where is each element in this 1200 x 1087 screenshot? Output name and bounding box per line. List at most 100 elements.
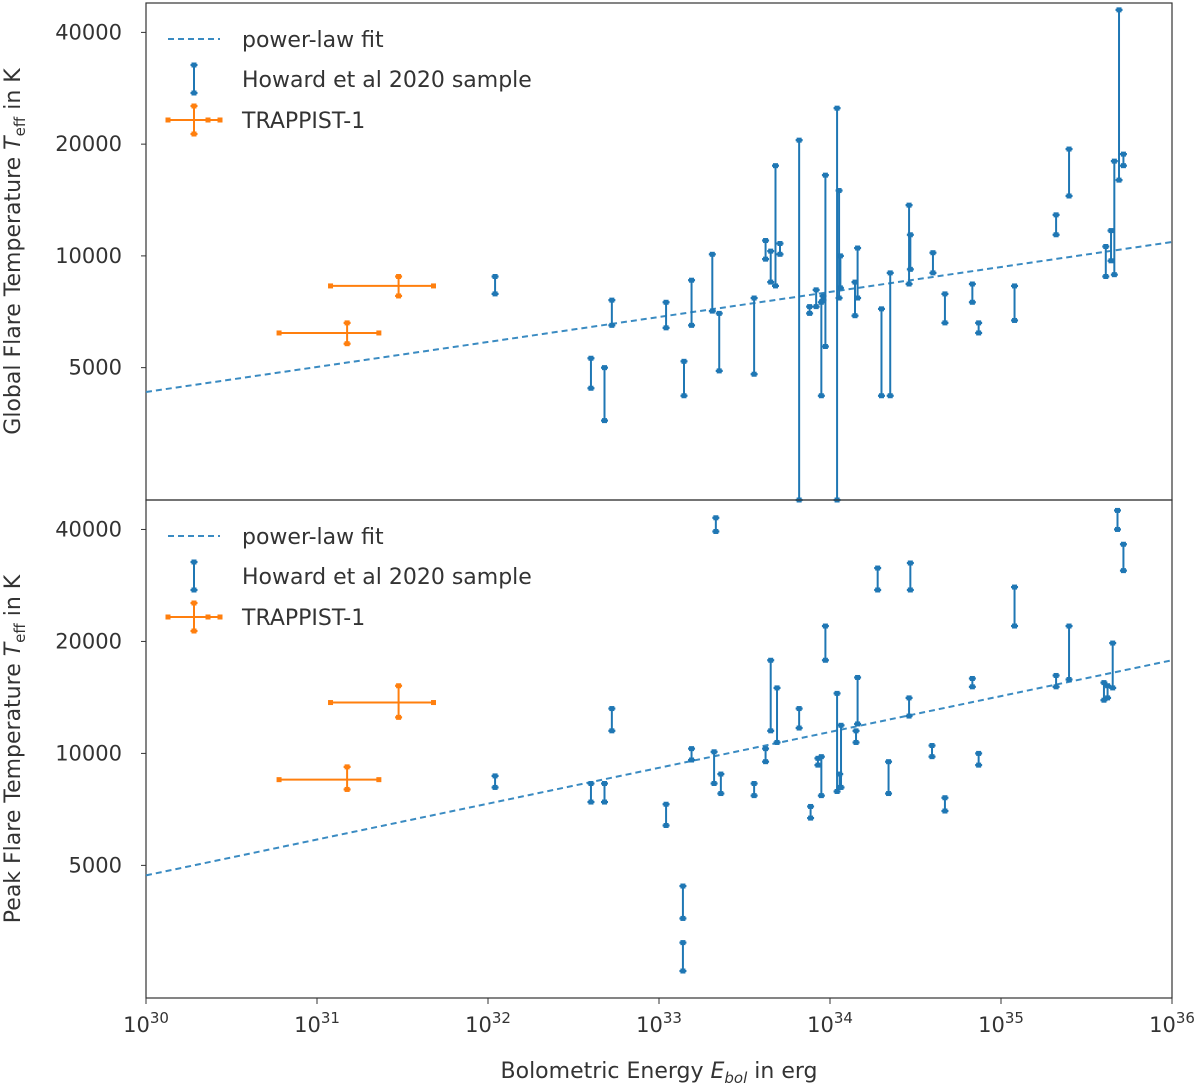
x-axis-label: Bolometric Energy Ebol in erg: [501, 1059, 818, 1087]
howard-errorbar: [906, 560, 914, 593]
trappist-point: [276, 320, 382, 347]
howard-errorbar: [1110, 158, 1118, 278]
legend-trappist-swatch: [165, 600, 223, 634]
howard-errorbar: [905, 202, 913, 287]
howard-errorbar: [854, 674, 862, 727]
power-law-fit-line: [145, 241, 1173, 393]
legend-label-trappist: TRAPPIST-1: [241, 606, 365, 631]
howard-errorbar: [833, 105, 841, 503]
howard-errorbar: [600, 781, 608, 805]
trappist-point: [276, 764, 382, 792]
legend-label-fit: power-law fit: [242, 525, 384, 550]
y-tick-label: 20000: [55, 629, 122, 653]
howard-errorbar: [767, 657, 775, 734]
howard-errorbar: [975, 320, 983, 336]
howard-errorbar: [835, 188, 843, 301]
peak-temperature-panel: 5000 10000 20000 40000 Peak Flare Temperatur…: [1, 499, 1173, 999]
howard-errorbar: [1109, 640, 1117, 691]
shared-x-axis: 1030 1031 1032 1033 1034 1035 1036 Bolometric E…: [123, 998, 1195, 1087]
legend-trappist-swatch: [165, 103, 223, 137]
howard-errorbar: [762, 238, 770, 262]
howard-errorbar: [807, 803, 815, 821]
howard-errorbar: [708, 251, 716, 314]
howard-errorbar: [941, 291, 949, 326]
y-tick-label: 10000: [55, 741, 122, 765]
howard-errorbar: [688, 746, 696, 763]
howard-errorbar: [968, 675, 976, 690]
howard-errorbar: [1065, 146, 1073, 199]
howard-errorbar: [795, 137, 803, 503]
x-tick-label: 1031: [294, 1009, 340, 1037]
x-tick-label: 1035: [978, 1009, 1024, 1037]
howard-errorbar: [885, 759, 893, 797]
legend: power-law fit Howard et al 2020 sample TRA…: [165, 28, 532, 137]
y-tick-label: 10000: [55, 244, 122, 268]
x-tick-label: 1030: [123, 1009, 169, 1037]
y-tick-label: 40000: [55, 20, 122, 44]
howard-errorbar: [1113, 507, 1121, 532]
howard-errorbar: [906, 232, 914, 272]
howard-errorbar: [905, 695, 913, 719]
howard-errorbar: [1115, 7, 1123, 183]
legend-label-howard: Howard et al 2020 sample: [242, 68, 532, 93]
global-temperature-panel: 5000 10000 20000 40000 Global Flare Temperat…: [1, 2, 1173, 503]
x-tick-label: 1032: [465, 1009, 511, 1037]
legend-howard-swatch: [190, 62, 198, 96]
howard-errorbar: [680, 358, 688, 399]
howard-errorbar: [491, 773, 499, 790]
howard-errorbar: [877, 306, 885, 399]
howard-errorbar: [600, 365, 608, 424]
howard-errorbar: [874, 565, 882, 593]
howard-errorbar: [715, 310, 723, 374]
legend-howard-swatch: [190, 559, 198, 593]
howard-errorbar: [1011, 584, 1019, 629]
howard-errorbar: [750, 295, 758, 377]
y-axis-label: Global Flare Temperature Teff in K: [1, 68, 29, 435]
howard-errorbar: [712, 515, 720, 534]
howard-errorbar: [608, 297, 616, 328]
x-tick-label: 1036: [1149, 1009, 1195, 1037]
howard-errorbar: [662, 299, 670, 331]
howard-errorbar: [773, 685, 781, 745]
howard-errorbar: [1011, 283, 1019, 323]
howard-errorbar: [812, 287, 820, 310]
howard-errorbar: [821, 172, 829, 350]
y-tick-label: 5000: [69, 853, 122, 877]
howard-errorbar: [1052, 672, 1060, 690]
howard-errorbar: [762, 746, 770, 765]
power-law-fit-line: [145, 659, 1173, 877]
howard-errorbar: [806, 304, 814, 316]
howard-errorbar: [1052, 212, 1060, 238]
y-axis-label: Peak Flare Temperature Teff in K: [1, 574, 29, 923]
howard-errorbar: [928, 743, 936, 760]
howard-errorbar: [975, 750, 983, 768]
howard-errorbar: [941, 795, 949, 814]
howard-errorbar: [491, 274, 499, 297]
howard-errorbar: [662, 801, 670, 828]
howard-errorbar: [1102, 243, 1110, 280]
howard-errorbar: [717, 771, 725, 797]
legend-label-howard: Howard et al 2020 sample: [242, 565, 532, 590]
howard-errorbar: [688, 277, 696, 328]
howard-errorbar: [750, 781, 758, 799]
howard-errorbar: [679, 940, 687, 974]
howard-errorbar: [1100, 680, 1108, 703]
x-tick-label: 1034: [807, 1009, 853, 1037]
howard-errorbar: [852, 728, 860, 745]
howard-errorbar: [837, 722, 845, 790]
y-tick-label: 20000: [55, 132, 122, 156]
howard-errorbar: [817, 754, 825, 799]
howard-errorbar: [968, 281, 976, 305]
howard-errorbar: [771, 163, 779, 289]
howard-errorbar: [767, 248, 775, 285]
howard-errorbar: [1119, 151, 1127, 169]
trappist-point: [328, 683, 436, 720]
howard-errorbar: [587, 781, 595, 805]
trappist-point: [328, 274, 436, 299]
howard-errorbar: [795, 706, 803, 731]
howard-errorbar: [886, 270, 894, 399]
howard-errorbar: [929, 250, 937, 276]
legend-label-fit: power-law fit: [242, 28, 384, 53]
howard-errorbar: [776, 240, 784, 257]
